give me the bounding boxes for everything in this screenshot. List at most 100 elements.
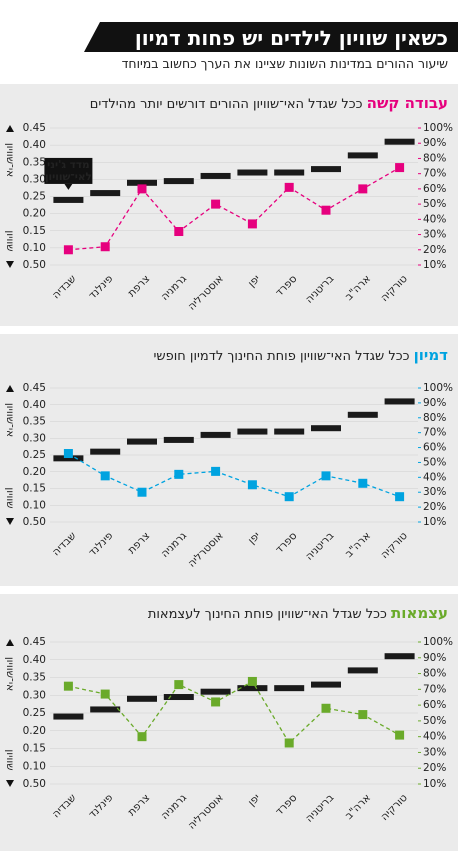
y-tick-label: 0.10 <box>23 760 46 772</box>
panel <box>0 594 458 851</box>
y-tick-label: 0.45 <box>23 122 46 134</box>
gini-bar <box>53 713 84 720</box>
arrow-down <box>6 261 14 268</box>
panel-subtitle: ככל שגדל האי־שוויון ההורים דורשים יותר מ… <box>89 97 363 112</box>
panel-key: עבודה קשה <box>366 94 448 112</box>
arrow-up <box>6 639 14 646</box>
y2-tick-label: 30% <box>423 746 446 758</box>
panel-title: דמיון ככל שגדל האי־שוויון פוחת החינוך לד… <box>154 346 448 364</box>
y-tick-label: 0.50 <box>23 778 46 790</box>
panel-subtitle: ככל שגדל האי־שוויון פוחת החינוך לדמיון ח… <box>153 349 410 364</box>
y-tick-label: 0.15 <box>23 743 46 755</box>
y-tick-label: 0.40 <box>23 139 46 151</box>
gini-bar <box>384 653 415 660</box>
y2-tick-label: 10% <box>423 259 446 271</box>
y-tick-label: 0.25 <box>23 449 46 461</box>
series-marker <box>211 697 221 707</box>
series-marker <box>137 732 147 742</box>
series-marker <box>211 466 221 476</box>
series-marker <box>247 480 257 490</box>
gini-bar <box>237 169 268 176</box>
y-tick-label: 0.50 <box>23 259 46 271</box>
y-tick-label: 0.25 <box>23 191 46 203</box>
y-tick-label: 0.45 <box>23 382 46 394</box>
series-marker <box>395 492 405 502</box>
y2-tick-label: 30% <box>423 229 446 241</box>
series-marker <box>284 738 294 748</box>
series-marker <box>321 471 331 481</box>
series-marker <box>174 680 184 690</box>
series-marker <box>395 730 405 740</box>
y2-tick-label: 60% <box>423 183 446 195</box>
y-tick-label: 0.40 <box>23 399 46 411</box>
gini-bar <box>347 411 378 418</box>
y-tick-label: 0.30 <box>23 173 46 185</box>
gini-bar <box>90 190 121 197</box>
y2-tick-label: 70% <box>423 427 446 439</box>
y-axis-label-bottom: שוויון <box>4 230 16 251</box>
y2-tick-label: 40% <box>423 731 446 743</box>
panel-subtitle: ככל שגדל האי־שוויון פוחת החינוך לעצמאות <box>147 607 387 622</box>
subtitle: שיעור ההורים במדינות השונות שציינו את הע… <box>121 56 448 71</box>
y-axis-label-top: אי־שוויון <box>4 657 16 691</box>
y2-tick-label: 50% <box>423 715 446 727</box>
y2-tick-label: 80% <box>423 668 446 680</box>
series-marker <box>321 703 331 713</box>
series-marker <box>100 689 110 699</box>
gini-bar <box>311 166 341 173</box>
series-marker <box>100 242 110 252</box>
series-marker <box>321 205 331 215</box>
arrow-up <box>6 385 14 392</box>
gini-bar <box>127 438 157 445</box>
series-marker <box>284 492 294 502</box>
gini-bar <box>163 436 194 443</box>
y2-tick-label: 40% <box>423 471 446 483</box>
gini-bar <box>163 178 194 185</box>
series-marker <box>247 219 257 229</box>
gini-bar <box>237 428 268 435</box>
y-tick-label: 0.10 <box>23 242 46 254</box>
series-marker <box>358 184 368 194</box>
series-marker <box>100 471 110 481</box>
gini-bar <box>347 667 378 674</box>
y2-tick-label: 90% <box>423 397 446 409</box>
gini-bar <box>274 685 305 692</box>
y-tick-label: 0.35 <box>23 156 46 168</box>
y-axis-label-top: אי־שוויון <box>4 403 16 437</box>
panel <box>0 84 458 326</box>
y2-tick-label: 20% <box>423 762 446 774</box>
panel-title: עצמאות ככל שגדל האי־שוויון פוחת החינוך ל… <box>148 604 448 622</box>
y-tick-label: 0.20 <box>23 208 46 220</box>
gini-bar <box>127 179 157 186</box>
arrow-down <box>6 780 14 787</box>
series-marker <box>395 163 405 173</box>
y-tick-label: 0.50 <box>23 516 46 528</box>
arrow-down <box>6 518 14 525</box>
series-marker <box>137 184 147 194</box>
series-marker <box>63 245 73 255</box>
y2-tick-label: 20% <box>423 244 446 256</box>
series-line <box>68 167 400 251</box>
y2-tick-label: 100% <box>423 382 453 394</box>
gini-bar <box>53 196 84 203</box>
y-tick-label: 0.20 <box>23 466 46 478</box>
gini-bar <box>90 706 121 713</box>
gini-bar <box>200 172 231 179</box>
annotation-pointer <box>64 183 73 190</box>
annotation-box <box>44 157 93 184</box>
series-marker <box>63 681 73 691</box>
y-tick-label: 0.10 <box>23 499 46 511</box>
y-axis-label-bottom: שוויון <box>4 487 16 508</box>
gini-bar <box>237 685 268 692</box>
annotation: מדד ג'יני <box>47 159 89 171</box>
panel-key: עצמאות <box>391 604 448 622</box>
y2-tick-label: 60% <box>423 699 446 711</box>
y2-tick-label: 80% <box>423 152 446 164</box>
y-tick-label: 0.15 <box>23 483 46 495</box>
y2-tick-label: 10% <box>423 516 446 528</box>
gini-bar <box>311 425 341 432</box>
gini-bar <box>200 688 231 695</box>
series-line <box>68 680 400 745</box>
y-tick-label: 0.35 <box>23 416 46 428</box>
y2-tick-label: 50% <box>423 198 446 210</box>
